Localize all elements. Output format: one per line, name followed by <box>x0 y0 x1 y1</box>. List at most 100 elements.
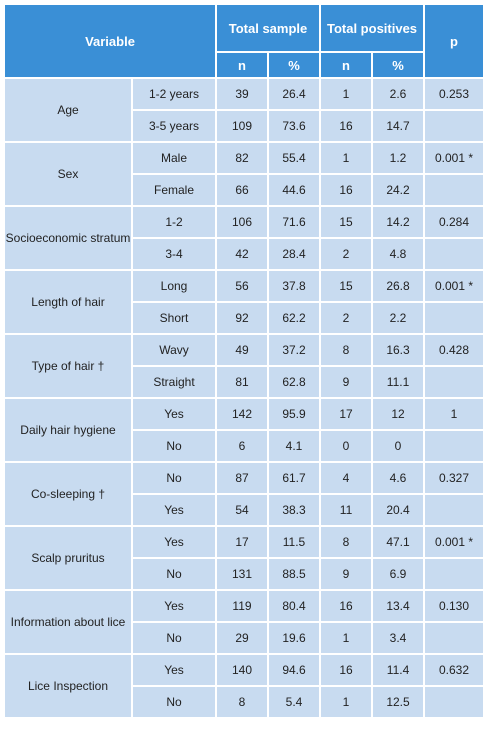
sample-n-cell: 140 <box>215 653 269 687</box>
sample-n-cell: 106 <box>215 205 269 239</box>
table-row: Information about lice Yes 119 80.4 16 13.4 0.… <box>3 589 486 655</box>
sample-n-cell: 29 <box>215 621 269 655</box>
variable-cell: Sex <box>3 141 133 207</box>
positives-n-cell: 15 <box>319 269 374 303</box>
positives-pct-cell: 4.8 <box>371 237 426 271</box>
positives-pct-cell: 0 <box>371 429 426 463</box>
sample-pct-cell: 62.2 <box>266 301 322 335</box>
positives-pct-cell: 11.4 <box>371 653 426 687</box>
sample-pct-cell: 55.4 <box>266 141 322 175</box>
table-row: Daily hair hygiene Yes 142 95.9 17 12 1 <box>3 397 486 463</box>
variable-cell: Socioeconomic stratum <box>3 205 133 271</box>
positives-n-cell: 1 <box>319 141 374 175</box>
p-value-cell <box>423 173 486 207</box>
table-row: Length of hair Long 56 37.8 15 26.8 0.001 * <box>3 269 486 335</box>
sample-pct-cell: 80.4 <box>266 589 322 623</box>
positives-pct-cell: 14.7 <box>371 109 426 143</box>
variable-cell: Length of hair <box>3 269 133 335</box>
header-positives-n: n <box>319 51 374 79</box>
positives-n-cell: 15 <box>319 205 374 239</box>
sample-n-cell: 8 <box>215 685 269 719</box>
category-cell: 3-4 <box>131 237 217 271</box>
positives-n-cell: 2 <box>319 237 374 271</box>
sample-pct-cell: 71.6 <box>266 205 322 239</box>
table-body: Age 1-2 years 39 26.4 1 2.6 0.253 3-5 years 109 7… <box>3 77 486 719</box>
positives-n-cell: 9 <box>319 365 374 399</box>
p-value-cell: 0.130 <box>423 589 486 623</box>
table-row: No 29 19.6 1 3.4 <box>4 621 486 655</box>
table-row: Type of hair † Wavy 49 37.2 8 16.3 0.428 <box>3 333 486 399</box>
variable-cell: Daily hair hygiene <box>3 397 133 463</box>
positives-n-cell: 8 <box>319 525 374 559</box>
header-p: p <box>423 3 486 79</box>
category-cell: 1-2 <box>131 205 217 239</box>
table-row: Sex Male 82 55.4 1 1.2 0.001 * <box>3 141 486 207</box>
table-row: Lice Inspection Yes 140 94.6 16 11.4 0.632 <box>3 653 486 719</box>
table-row: Co-sleeping † No 87 61.7 4 4.6 0.327 <box>3 461 486 527</box>
positives-pct-cell: 2.2 <box>371 301 426 335</box>
table-row: Straight 81 62.8 9 11.1 <box>4 365 486 399</box>
category-cell: Yes <box>131 525 217 559</box>
sample-n-cell: 87 <box>215 461 269 495</box>
sample-n-cell: 6 <box>215 429 269 463</box>
category-cell: Short <box>131 301 217 335</box>
table-row: No 8 5.4 1 12.5 <box>4 685 486 719</box>
p-value-cell: 0.284 <box>423 205 486 239</box>
positives-pct-cell: 47.1 <box>371 525 426 559</box>
p-value-cell: 0.428 <box>423 333 486 367</box>
sample-pct-cell: 19.6 <box>266 621 322 655</box>
table-row: Female 66 44.6 16 24.2 <box>4 173 486 207</box>
category-cell: No <box>131 461 217 495</box>
sample-pct-cell: 11.5 <box>266 525 322 559</box>
positives-pct-cell: 20.4 <box>371 493 426 527</box>
positives-pct-cell: 6.9 <box>371 557 426 591</box>
header-total-sample: Total sample <box>214 3 322 53</box>
positives-n-cell: 9 <box>319 557 374 591</box>
category-cell: Yes <box>131 397 217 431</box>
sample-n-cell: 81 <box>215 365 269 399</box>
p-value-cell <box>423 621 486 655</box>
sample-pct-cell: 61.7 <box>266 461 322 495</box>
category-cell: Yes <box>131 493 217 527</box>
p-value-cell: 0.001 * <box>423 269 486 303</box>
positives-n-cell: 16 <box>319 173 374 207</box>
positives-pct-cell: 16.3 <box>371 333 426 367</box>
p-value-cell <box>423 685 486 719</box>
category-cell: Male <box>131 141 217 175</box>
category-cell: Yes <box>131 589 217 623</box>
sample-n-cell: 54 <box>215 493 269 527</box>
category-cell: Wavy <box>131 333 217 367</box>
table-row: 3-5 years 109 73.6 16 14.7 <box>4 109 486 143</box>
header-total-positives: Total positives <box>319 3 426 53</box>
sample-n-cell: 142 <box>215 397 269 431</box>
table-row: Short 92 62.2 2 2.2 <box>4 301 486 335</box>
category-cell: No <box>131 557 217 591</box>
positives-pct-cell: 24.2 <box>371 173 426 207</box>
variable-cell: Scalp pruritus <box>3 525 133 591</box>
p-value-cell <box>423 237 486 271</box>
category-cell: Yes <box>131 653 217 687</box>
p-value-cell: 0.327 <box>423 461 486 495</box>
positives-pct-cell: 26.8 <box>371 269 426 303</box>
p-value-cell: 0.001 * <box>423 525 486 559</box>
category-cell: No <box>131 685 217 719</box>
p-value-cell: 0.632 <box>423 653 486 687</box>
category-cell: Straight <box>131 365 217 399</box>
p-value-cell <box>423 493 486 527</box>
category-cell: No <box>131 429 217 463</box>
p-value-cell <box>423 301 486 335</box>
sample-n-cell: 109 <box>215 109 269 143</box>
category-cell: No <box>131 621 217 655</box>
header-sample-pct: % <box>266 51 322 79</box>
sample-n-cell: 92 <box>215 301 269 335</box>
sample-n-cell: 131 <box>215 557 269 591</box>
positives-pct-cell: 14.2 <box>371 205 426 239</box>
table-header: Variable Total sample Total positives p … <box>3 3 486 79</box>
sample-n-cell: 39 <box>215 77 269 111</box>
header-sample-n: n <box>215 51 269 79</box>
category-cell: Long <box>131 269 217 303</box>
sample-pct-cell: 37.8 <box>266 269 322 303</box>
variable-cell: Lice Inspection <box>3 653 133 719</box>
category-cell: Female <box>131 173 217 207</box>
sample-n-cell: 42 <box>215 237 269 271</box>
